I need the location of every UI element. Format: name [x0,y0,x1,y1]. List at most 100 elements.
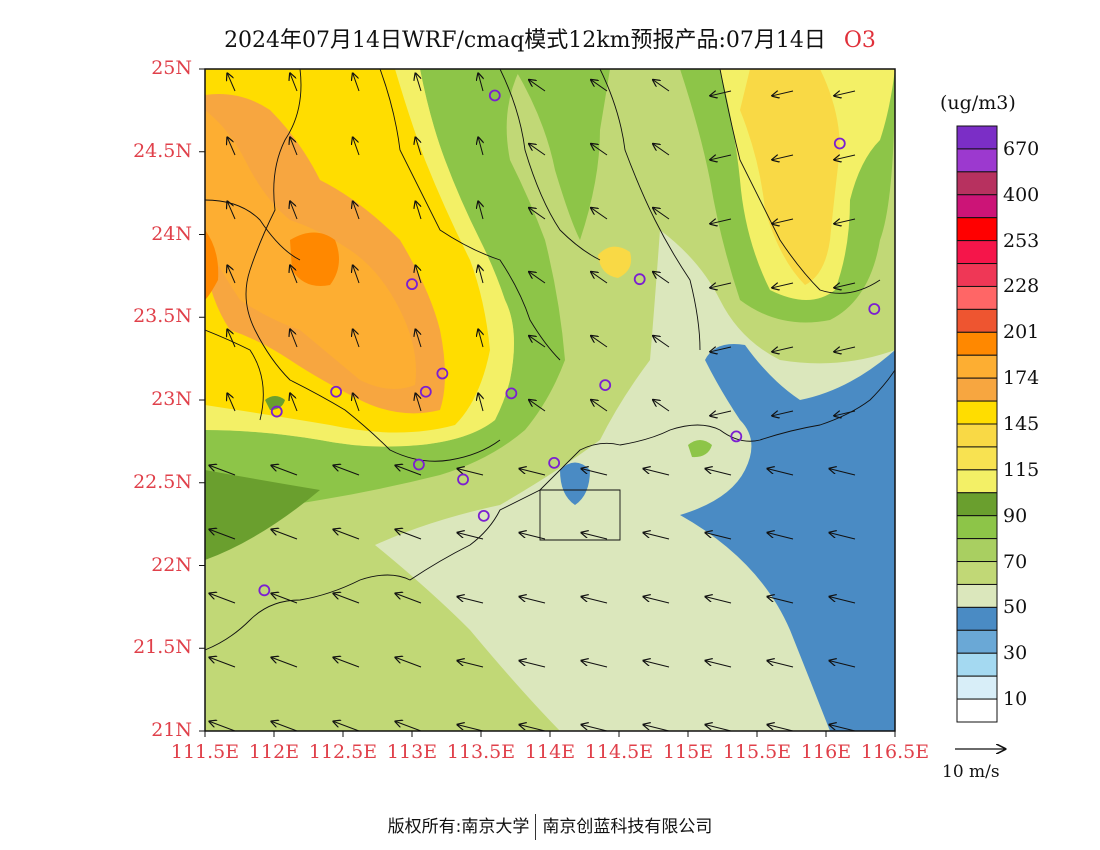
station-marker [436,367,449,380]
wind-arrow [829,597,856,604]
lat-label: 22.5N [133,470,192,493]
colorbar-swatch [956,606,998,631]
wind-arrow [705,469,732,476]
wind-arrow [643,725,670,731]
station-marker [412,458,425,471]
wind-arrow [591,208,608,220]
wind-arrow [416,201,422,220]
wind-arrow [529,80,546,92]
wind-arrow [416,393,422,412]
colorbar-swatch [956,515,998,540]
wind-arrow [457,725,484,731]
wind-arrow [478,137,483,156]
wind-arrow [829,661,856,668]
station-marker [477,509,490,522]
station-marker [599,379,612,392]
wind-arrow [591,336,608,348]
wind-arrow [829,725,856,731]
lon-label: 115E [662,741,714,763]
colorbar-label: 201 [1003,321,1040,344]
wind-arrow [227,265,236,284]
wind-arrow [643,533,670,540]
colorbar-label: 145 [1003,413,1040,435]
wind-arrow [643,661,670,668]
station-marker [488,89,501,102]
monitoring-stations [258,89,881,597]
lon-label: 116.5E [860,741,930,763]
wind-arrow [705,533,732,540]
wind-arrow [227,73,236,92]
wind-arrow [333,529,360,540]
lat-label: 22N [151,553,192,576]
wind-arrow [353,137,360,156]
wind-arrow [478,73,483,92]
wind-arrow [271,465,298,476]
wind-arrow [772,155,794,160]
wind-arrow [416,329,422,348]
copyright-right: 南京创蓝科技有限公司 [542,817,713,837]
colorbar-swatch [956,400,998,425]
wind-arrow [353,393,360,412]
station-marker [505,387,518,400]
wind-arrow [353,201,360,220]
station-marker [548,456,561,469]
wind-arrow [478,329,483,348]
wind-arrow [519,597,546,604]
wind-arrow [767,661,794,668]
station-marker [457,473,469,486]
lon-label: 112E [248,741,300,763]
colorbar-label: 50 [1003,596,1028,619]
wind-arrow [653,336,670,348]
colorbar-swatch [956,652,998,677]
wind-arrow [519,533,546,540]
wind-arrow [519,469,546,476]
colorbar-swatch [956,263,998,287]
wind-arrow [227,137,236,156]
wind-arrow [478,265,483,284]
wind-arrow [829,469,856,476]
wind-arrow [529,208,546,220]
colorbar-swatch [956,469,998,494]
colorbar-swatch [956,561,998,585]
colorbar-label: 253 [1003,229,1040,252]
wind-arrow [395,593,422,604]
footer-separator [535,814,537,840]
colorbar-unit: (ug/m3) [940,92,1016,114]
copyright-left: 版权所有:南京大学 [387,817,530,837]
wind-arrow [333,657,360,668]
wind-arrow [767,469,794,476]
wind-arrow [767,725,794,731]
wind-arrow [395,657,422,668]
wind-arrow [395,465,422,476]
wind-arrow [227,393,236,412]
wind-arrow [581,533,608,540]
wind-arrow [653,80,670,92]
lon-label: 114E [524,741,576,763]
wind-arrow [829,533,856,540]
wind-arrow [271,529,298,540]
lat-label: 24.5N [133,139,192,162]
wind-arrow [767,597,794,604]
wind-arrow [353,265,360,284]
colorbar-swatch [956,194,998,219]
wind-arrow [457,469,484,476]
wind-arrow [591,144,608,156]
station-marker [833,137,846,150]
colorbar-swatch [956,217,998,242]
wind-arrow [834,411,856,416]
colorbar-swatch [956,446,998,471]
wind-arrow [290,137,298,156]
colorbar-swatch [956,675,998,700]
lat-label: 24N [151,222,192,245]
wind-arrow [581,661,608,668]
station-marker [330,385,343,398]
wind-arrow [705,597,732,604]
lat-label: 21.5N [133,636,192,659]
colorbar-label: 30 [1003,642,1028,665]
lat-label: 23.5N [133,305,192,328]
colorbar-swatch [956,331,998,356]
colorbar-label: 10 [1003,688,1028,711]
colorbar-swatch [956,125,998,150]
wind-arrow [591,80,608,92]
wind-arrow [416,137,422,156]
